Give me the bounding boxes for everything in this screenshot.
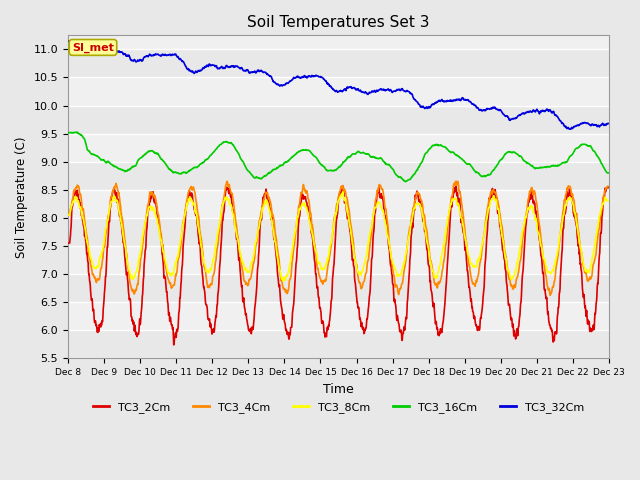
Bar xyxy=(68,49,609,77)
Legend: TC3_2Cm, TC3_4Cm, TC3_8Cm, TC3_16Cm, TC3_32Cm: TC3_2Cm, TC3_4Cm, TC3_8Cm, TC3_16Cm, TC3… xyxy=(88,397,589,417)
Y-axis label: Soil Temperature (C): Soil Temperature (C) xyxy=(15,136,28,258)
Bar xyxy=(68,106,609,133)
Bar xyxy=(68,274,609,302)
Text: SI_met: SI_met xyxy=(72,42,114,52)
Bar xyxy=(68,330,609,358)
Title: Soil Temperatures Set 3: Soil Temperatures Set 3 xyxy=(247,15,430,30)
Bar xyxy=(68,218,609,246)
X-axis label: Time: Time xyxy=(323,383,354,396)
Bar xyxy=(68,162,609,190)
